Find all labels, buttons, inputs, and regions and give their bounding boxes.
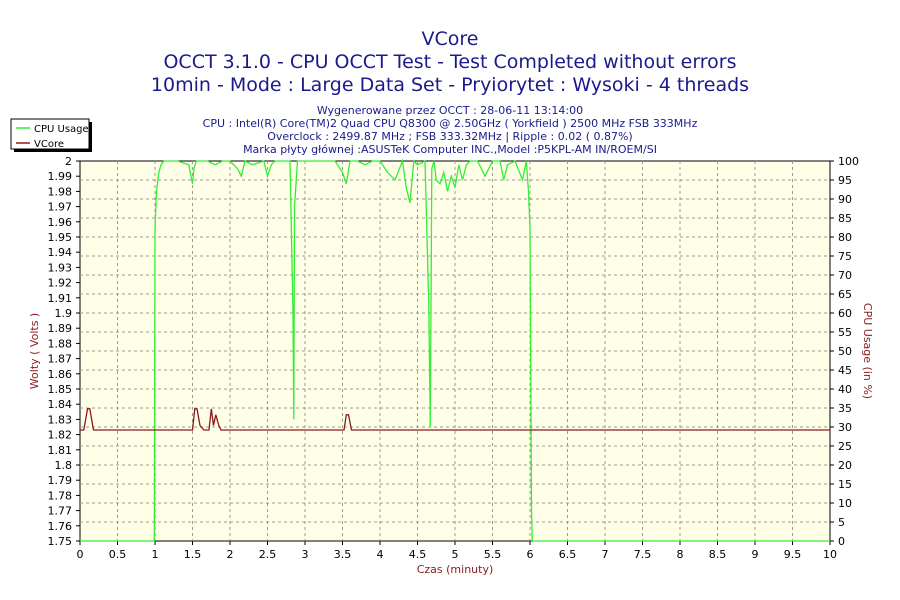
- series-group: [80, 158, 830, 542]
- x-tick-label: 2: [227, 548, 234, 561]
- x-tick-label: 0.5: [109, 548, 127, 561]
- legend-label-vcore: VCore: [34, 139, 64, 150]
- info-overclock: Overclock : 2499.87 MHz ; FSB 333.32MHz …: [267, 130, 632, 143]
- y-tick-label: 1.98: [48, 185, 73, 198]
- y2-tick-label: 10: [838, 497, 852, 510]
- x-tick-label: 3: [302, 548, 309, 561]
- x-tick-label: 8: [677, 548, 684, 561]
- y2-tick-label: 65: [838, 288, 852, 301]
- x-tick-label: 0: [77, 548, 84, 561]
- info-motherboard: Marka płyty głównej :ASUSTeK Computer IN…: [243, 143, 657, 156]
- y-tick-label: 1.81: [48, 444, 73, 457]
- series-line-cpu-usage: [80, 158, 830, 542]
- x-tick-label: 2.5: [259, 548, 277, 561]
- x-tick-label: 7.5: [634, 548, 652, 561]
- y-tick-label: 1.77: [48, 505, 73, 518]
- y2-tick-label: 60: [838, 307, 852, 320]
- legend-label-cpu-usage: CPU Usage: [34, 124, 89, 135]
- y-tick-label: 1.8: [55, 459, 73, 472]
- y2-tick-label: 35: [838, 402, 852, 415]
- y-tick-label: 1.88: [48, 337, 73, 350]
- y2-tick-label: 40: [838, 383, 852, 396]
- y-tick-label: 1.9: [55, 307, 73, 320]
- y2-tick-label: 95: [838, 174, 852, 187]
- y2-tick-label: 50: [838, 345, 852, 358]
- info-cpu: CPU : Intel(R) Core(TM)2 Quad CPU Q8300 …: [203, 117, 698, 130]
- y2-tick-label: 20: [838, 459, 852, 472]
- x-tick-label: 4: [377, 548, 384, 561]
- chart-subtitle-test: OCCT 3.1.0 - CPU OCCT Test - Test Comple…: [163, 51, 736, 73]
- y-tick-label: 1.86: [48, 368, 73, 381]
- series-line-vcore: [80, 408, 830, 431]
- y-tick-label: 1.76: [48, 520, 73, 533]
- y2-tick-label: 75: [838, 250, 852, 263]
- x-tick-label: 3.5: [334, 548, 352, 561]
- y-axis-ticks: 2 1.99 1.98 1.97 1.96 1.95 1.94 1.93 1.92 1.91 1.9…: [48, 155, 80, 548]
- info-generated: Wygenerowane przez OCCT : 28-06-11 13:14…: [317, 104, 583, 117]
- y2-tick-label: 90: [838, 193, 852, 206]
- x-tick-label: 5: [452, 548, 459, 561]
- y-tick-label: 1.94: [48, 246, 73, 259]
- y-tick-label: 1.85: [48, 383, 73, 396]
- y-tick-label: 1.99: [48, 170, 73, 183]
- y2-tick-label: 0: [838, 535, 845, 548]
- y-axis-title: Wolty ( Volts ): [28, 313, 41, 389]
- y-tick-label: 1.84: [48, 398, 73, 411]
- y2-tick-label: 70: [838, 269, 852, 282]
- y2-axis-ticks: 1009590858075706560555045403530252015105…: [830, 155, 859, 548]
- y-tick-label: 2: [65, 155, 72, 168]
- y2-tick-label: 30: [838, 421, 852, 434]
- y-tick-label: 1.96: [48, 216, 73, 229]
- y-tick-label: 1.91: [48, 292, 73, 305]
- y2-tick-label: 5: [838, 516, 845, 529]
- y2-axis-title: CPU Usage (in %): [861, 303, 874, 399]
- y-tick-label: 1.75: [48, 535, 73, 548]
- x-tick-label: 9.5: [784, 548, 802, 561]
- y-tick-label: 1.89: [48, 322, 73, 335]
- legend: CPU Usage VCore: [10, 118, 92, 152]
- y2-tick-label: 25: [838, 440, 852, 453]
- y2-tick-label: 45: [838, 364, 852, 377]
- y2-tick-label: 80: [838, 231, 852, 244]
- y2-tick-label: 55: [838, 326, 852, 339]
- x-tick-label: 4.5: [409, 548, 427, 561]
- x-tick-label: 10: [823, 548, 837, 561]
- y-tick-label: 1.87: [48, 353, 73, 366]
- x-tick-label: 1: [152, 548, 159, 561]
- x-tick-label: 1.5: [184, 548, 202, 561]
- x-tick-label: 5.5: [484, 548, 502, 561]
- chart-title: VCore: [422, 28, 479, 50]
- y-tick-label: 1.78: [48, 489, 73, 502]
- x-tick-label: 9: [752, 548, 759, 561]
- x-axis-title: Czas (minuty): [417, 563, 494, 576]
- x-tick-label: 6: [527, 548, 534, 561]
- x-tick-label: 6.5: [559, 548, 577, 561]
- y2-tick-label: 100: [838, 155, 859, 168]
- y2-tick-label: 85: [838, 212, 852, 225]
- y2-tick-label: 15: [838, 478, 852, 491]
- y-tick-label: 1.97: [48, 201, 73, 214]
- y-tick-label: 1.79: [48, 474, 73, 487]
- legend-box: [10, 118, 90, 150]
- x-tick-label: 8.5: [709, 548, 727, 561]
- x-tick-label: 7: [602, 548, 609, 561]
- y-tick-label: 1.82: [48, 429, 73, 442]
- x-axis-ticks: 0 0.5 1 1.5 2 2.5 3 3.5 4 4.5 5 5.5 6 6.5 7 7.5 8 8.5 9 9.5…: [77, 541, 837, 561]
- y-tick-label: 1.92: [48, 277, 73, 290]
- y-tick-label: 1.83: [48, 413, 73, 426]
- grid-lines: [80, 161, 830, 541]
- y-tick-label: 1.93: [48, 261, 73, 274]
- y-tick-label: 1.95: [48, 231, 73, 244]
- chart-subtitle-mode: 10min - Mode : Large Data Set - Pryioryt…: [151, 74, 749, 96]
